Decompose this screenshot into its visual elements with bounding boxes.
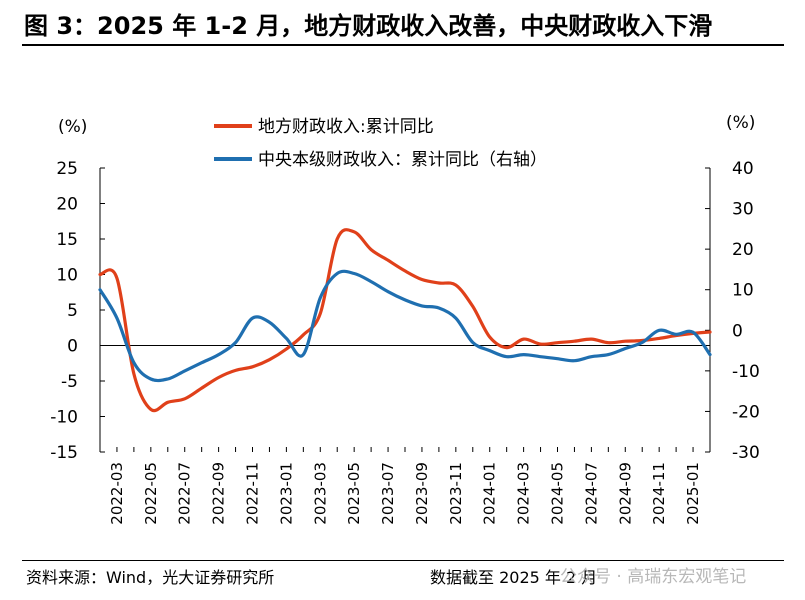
data-cutoff-note: 数据截至 2025 年 2 月 [430,568,598,587]
left-axis-tick-label: 5 [67,301,78,321]
right-axis-tick-label: 30 [732,200,754,220]
right-axis-tick-label: 40 [732,159,754,179]
x-axis-tick-label: 2023-03 [311,462,329,525]
x-axis-tick-label: 2023-09 [413,462,431,525]
left-axis-tick-label: 20 [56,195,78,215]
x-axis-tick-label: 2024-11 [650,462,668,525]
right-axis-tick-label: 20 [732,240,754,260]
title-underline [22,44,784,46]
x-axis-tick-label: 2025-01 [684,462,702,525]
right-axis-tick-label: 0 [732,321,743,341]
source-note: 资料来源：Wind，光大证券研究所 [26,568,275,587]
x-axis-tick-label: 2024-01 [481,462,499,525]
left-axis-tick-label: -15 [50,443,78,463]
x-axis-tick-label: 2023-05 [345,462,363,525]
x-axis-tick-label: 2022-03 [108,462,126,525]
left-axis-tick-label: -5 [61,372,78,392]
right-axis-tick-label: -10 [732,362,760,382]
left-axis-tick-label: 0 [67,337,78,357]
x-axis-tick-label: 2023-07 [379,462,397,525]
x-axis-tick-label: 2024-09 [616,462,634,525]
axes: 25 20 15 10 5 0 -5 -10 -15 40 30 20 10 0 -10 -20 -30 2022… [50,159,760,525]
right-axis-unit: (%) [726,113,755,133]
x-axis-tick-label: 2024-07 [582,462,600,525]
right-axis-tick-label: -20 [732,402,760,422]
x-axis-tick-label: 2024-05 [549,462,567,525]
series-lines [98,228,712,413]
right-axis-tick-label: 10 [732,281,754,301]
legend-label-central: 中央本级财政收入：累计同比（右轴） [258,150,547,170]
x-axis-tick-label: 2022-07 [176,462,194,525]
right-axis-tick-label: -30 [732,443,760,463]
central-revenue-line [98,269,712,383]
x-axis-tick-label: 2022-05 [142,462,160,525]
x-axis-tick-label: 2023-11 [447,462,465,525]
legend-label-local: 地方财政收入:累计同比 [258,117,434,137]
local-revenue-line [98,228,712,413]
left-axis-tick-label: 10 [56,266,78,286]
x-axis-tick-label: 2022-09 [210,462,228,525]
left-axis-tick-label: -10 [50,408,78,428]
x-axis-tick-label: 2024-03 [515,462,533,525]
footer-divider [22,560,784,561]
chart-title: 图 3：2025 年 1-2 月，地方财政收入改善，中央财政收入下滑 [24,12,713,40]
watermark-text: 公众号 · 高瑞东宏观笔记 [560,567,747,587]
left-axis-unit: (%) [58,117,87,137]
left-axis-tick-label: 25 [56,159,78,179]
left-axis-tick-label: 15 [56,230,78,250]
x-axis-tick-label: 2022-11 [244,462,262,525]
x-axis-tick-label: 2023-01 [277,462,295,525]
